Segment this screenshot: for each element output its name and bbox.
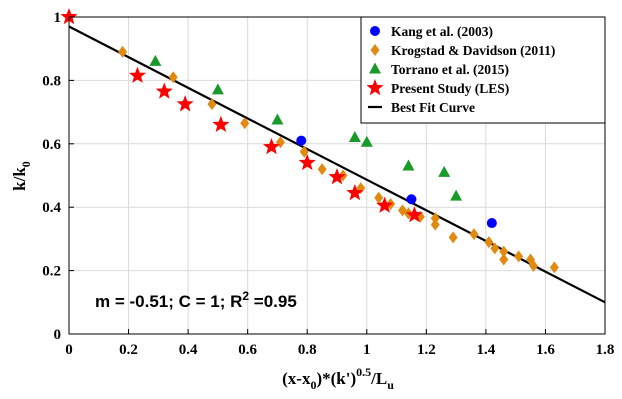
krogstad-diamond-marker — [430, 218, 440, 231]
y-tick-label: 0 — [54, 327, 62, 343]
les-star-marker — [405, 206, 423, 223]
krogstad-diamond-marker — [317, 163, 327, 176]
les-star-marker — [155, 82, 173, 99]
x-tick-label: 1.4 — [477, 342, 496, 358]
les-star-marker — [376, 196, 394, 213]
x-axis-title-sup: 0.5 — [356, 365, 371, 379]
krogstad-diamond-marker — [299, 145, 309, 158]
x-tick-label: 0.8 — [298, 342, 317, 358]
torrano-triangle-marker — [438, 165, 451, 177]
torrano-triangle-marker — [369, 62, 381, 74]
x-axis-title: (x-x0)*(k')0.5/Lu — [282, 365, 394, 392]
torrano-triangle-marker — [360, 135, 373, 147]
legend-label: Torrano et al. (2015) — [391, 62, 509, 77]
krogstad-diamond-marker — [484, 236, 494, 249]
krogstad-diamond-marker — [168, 71, 178, 84]
krogstad-diamond-marker — [374, 191, 384, 204]
krogstad-diamond-marker — [529, 259, 539, 272]
x-axis-title-sub0: 0 — [310, 378, 316, 392]
fit-annotation-post: =0.95 — [249, 292, 297, 311]
x-axis-title-sub1: u — [387, 378, 394, 392]
x-tick-label: 0.2 — [119, 342, 138, 358]
x-tick-label: 0.6 — [238, 342, 257, 358]
torrano-triangle-marker — [149, 54, 162, 66]
y-tick-label: 0.8 — [42, 73, 61, 89]
torrano-triangle-marker — [211, 83, 224, 95]
legend-label: Kang et al. (2003) — [391, 24, 493, 39]
kang-circle-marker — [370, 26, 380, 36]
x-tick-label: 0 — [65, 342, 73, 358]
fit-annotation: m = -0.51; C = 1; R2 =0.95 — [95, 289, 297, 311]
fit-annotation-sup: 2 — [242, 289, 249, 303]
krogstad-diamond-marker — [469, 228, 479, 241]
les-star-marker — [128, 66, 147, 83]
x-tick-label: 1.8 — [596, 342, 615, 358]
y-tick-label: 0.6 — [42, 137, 61, 153]
les-star-marker — [176, 95, 194, 112]
krogstad-diamond-marker — [499, 245, 509, 258]
x-axis-title-main: (x-x — [282, 369, 311, 388]
les-star-marker — [328, 168, 346, 185]
torrano-triangle-marker — [271, 113, 284, 125]
krogstad-diamond-marker — [448, 231, 458, 244]
krogstad-diamond-marker — [370, 44, 380, 56]
legend-label: Present Study (LES) — [391, 81, 509, 96]
x-tick-label: 1 — [363, 342, 371, 358]
ticks: 0 0.2 0.4 0.6 0.8 1 1.2 1.4 1.6 1.8 0 0.2 0.4 0.6 0.8 1 — [42, 10, 614, 358]
fit-annotation-pre: m = -0.51; C = 1; R — [95, 292, 242, 311]
krogstad-diamond-marker — [514, 250, 524, 263]
krogstad-diamond-marker — [430, 212, 440, 225]
les-star-marker — [60, 8, 78, 25]
krogstad-diamond-marker — [240, 117, 250, 130]
torrano-triangle-marker — [450, 189, 463, 201]
les-star-marker — [366, 79, 384, 96]
y-tick-label: 1 — [54, 10, 62, 26]
legend-label: Best Fit Curve — [391, 100, 475, 115]
kang-circle-marker — [486, 218, 497, 229]
x-axis-title-slash: /L — [370, 369, 387, 388]
les-star-marker — [262, 137, 281, 155]
torrano-triangle-marker — [348, 130, 361, 142]
legend-label: Krogstad & Davidson (2011) — [391, 43, 555, 58]
y-axis-title-main: k/k — [10, 167, 29, 191]
kang-circle-marker — [406, 194, 417, 205]
x-tick-label: 0.4 — [179, 342, 198, 358]
krogstad-diamond-marker — [499, 253, 509, 266]
krogstad-diamond-marker — [118, 45, 128, 58]
krogstad-diamond-marker — [490, 242, 500, 255]
y-axis-title: k/k0 — [10, 161, 33, 191]
torrano-triangle-marker — [402, 159, 415, 171]
y-tick-label: 0.4 — [42, 200, 61, 216]
les-star-marker — [212, 115, 230, 133]
y-axis-title-sub: 0 — [19, 161, 33, 167]
krogstad-diamond-marker — [549, 261, 559, 274]
les-star-marker — [346, 183, 364, 201]
data-markers — [60, 8, 559, 274]
les-star-marker — [298, 153, 316, 171]
x-axis-title-mid: )*(k') — [316, 369, 356, 388]
legend-box — [360, 16, 606, 124]
y-tick-label: 0.2 — [42, 264, 61, 280]
krogstad-diamond-marker — [207, 98, 217, 111]
x-tick-label: 1.2 — [417, 342, 436, 358]
plot-frame — [68, 16, 606, 335]
kang-circle-marker — [296, 135, 307, 146]
legend: Kang et al. (2003) Krogstad & Davidson (2… — [360, 16, 606, 124]
x-tick-label: 1.6 — [536, 342, 555, 358]
